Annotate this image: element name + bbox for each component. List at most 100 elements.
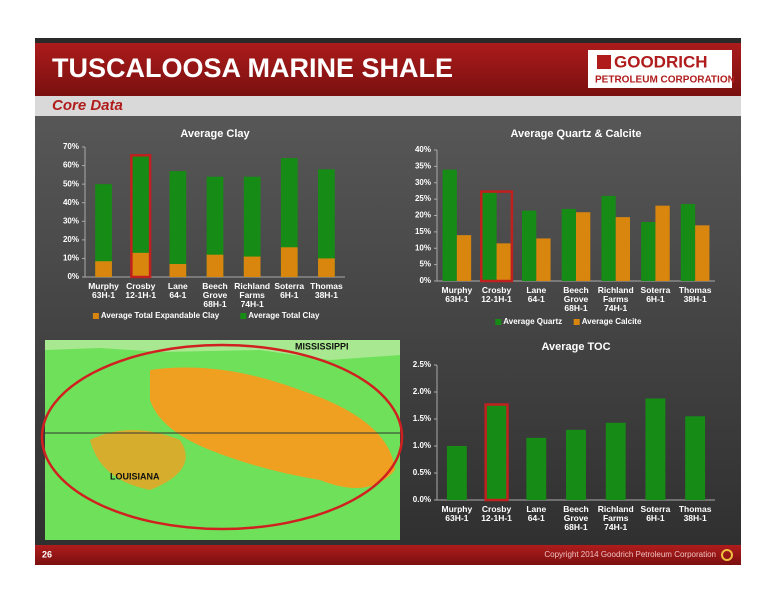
- bar: [526, 437, 547, 500]
- bar: [318, 169, 335, 277]
- y-tick-label: 40%: [63, 198, 79, 207]
- bar: [169, 264, 187, 277]
- x-tick-label: Richland Farms 74H-1: [234, 281, 270, 309]
- footer-logo-icon: [721, 549, 733, 561]
- x-tick-label: Crosby 12-1H-1: [125, 281, 156, 300]
- legend-label: Average Calcite: [582, 317, 642, 326]
- x-tick-label: Crosby 12-1H-1: [481, 285, 512, 304]
- bar: [243, 256, 261, 277]
- legend-swatch: [495, 319, 502, 325]
- y-tick-label: 30%: [63, 216, 79, 225]
- bar: [95, 184, 112, 277]
- y-tick-label: 10%: [415, 243, 431, 252]
- bar: [318, 258, 335, 277]
- chart-title: Average TOC: [541, 341, 610, 353]
- bar: [280, 158, 298, 277]
- y-tick-label: 40%: [415, 145, 431, 154]
- bar: [680, 204, 696, 281]
- bar: [576, 212, 591, 281]
- legend-swatch: [92, 313, 99, 319]
- bar: [446, 446, 467, 500]
- x-tick-label: Soterra 6H-1: [641, 285, 671, 304]
- bar: [482, 192, 497, 281]
- bar: [561, 208, 576, 281]
- legend-label: Average Total Clay: [248, 311, 320, 320]
- page-number: 26: [42, 549, 52, 559]
- map-region: [45, 340, 400, 360]
- map-shale: [90, 430, 186, 490]
- y-tick-label: 0.5%: [413, 468, 431, 477]
- map-label: MISSISSIPPI: [295, 341, 349, 351]
- logo-text: GOODRICH: [614, 52, 708, 71]
- logo-subtext: PETROLEUM CORPORATION: [595, 75, 735, 86]
- bar: [132, 252, 150, 277]
- bar: [280, 247, 298, 277]
- chart-title: Average Clay: [180, 128, 250, 140]
- legend-label: Average Total Expandable Clay: [101, 311, 220, 320]
- x-tick-label: Richland Farms 74H-1: [598, 504, 634, 532]
- bar: [496, 243, 511, 281]
- y-tick-label: 0%: [419, 276, 431, 285]
- y-tick-label: 70%: [63, 142, 79, 151]
- x-tick-label: Lane 64-1: [526, 285, 546, 304]
- y-tick-label: 25%: [415, 194, 431, 203]
- x-tick-label: Beech Grove 68H-1: [563, 504, 589, 532]
- bar: [605, 422, 626, 500]
- slide-subtitle: Core Data: [52, 97, 123, 114]
- y-tick-label: 20%: [63, 235, 79, 244]
- bar: [641, 222, 656, 281]
- bar: [169, 171, 187, 277]
- y-tick-label: 60%: [63, 161, 79, 170]
- bar: [655, 205, 670, 281]
- y-tick-label: 0.0%: [413, 495, 431, 504]
- y-tick-label: 20%: [415, 211, 431, 220]
- bar: [521, 210, 537, 281]
- y-tick-label: 5%: [419, 260, 431, 269]
- y-tick-label: 35%: [415, 161, 431, 170]
- logo-box: [588, 50, 732, 88]
- x-tick-label: Soterra 6H-1: [274, 281, 304, 300]
- header-top-strip: [35, 38, 741, 43]
- highlight-outline: [480, 190, 514, 283]
- x-tick-label: Richland Farms 74H-1: [598, 285, 634, 313]
- bar: [456, 235, 472, 281]
- slide-title: TUSCALOOSA MARINE SHALE: [52, 53, 453, 83]
- legend-label: Average Quartz: [503, 317, 562, 326]
- x-tick-label: Lane 64-1: [526, 504, 546, 523]
- bar: [442, 169, 457, 281]
- y-tick-label: 30%: [415, 178, 431, 187]
- y-tick-label: 15%: [415, 227, 431, 236]
- bar: [685, 416, 706, 500]
- bar: [536, 238, 551, 281]
- footer-band: [35, 545, 741, 565]
- y-tick-label: 50%: [63, 179, 79, 188]
- subtitle-band: [35, 96, 741, 116]
- y-tick-label: 1.0%: [413, 441, 431, 450]
- x-tick-label: Beech Grove 68H-1: [563, 285, 589, 313]
- bar: [695, 225, 710, 281]
- y-tick-label: 1.5%: [413, 414, 431, 423]
- bar: [206, 254, 224, 277]
- bar: [243, 176, 261, 277]
- y-tick-label: 0%: [67, 272, 79, 281]
- legend-swatch: [240, 313, 247, 319]
- x-tick-label: Murphy 63H-1: [442, 285, 473, 304]
- bar: [206, 176, 224, 277]
- x-tick-label: Murphy 63H-1: [442, 504, 473, 523]
- highlight-outline: [130, 154, 152, 279]
- bar: [566, 429, 586, 500]
- x-tick-label: Thomas 38H-1: [679, 285, 712, 304]
- legend-swatch: [573, 319, 580, 325]
- y-tick-label: 10%: [63, 254, 79, 263]
- map-label: LOUISIANA: [110, 471, 160, 481]
- bar: [645, 398, 666, 500]
- x-tick-label: Crosby 12-1H-1: [481, 504, 512, 523]
- highlight-outline: [484, 403, 509, 502]
- copyright: Copyright 2014 Goodrich Petroleum Corpor…: [544, 550, 716, 559]
- bar: [132, 156, 150, 277]
- bar: [601, 195, 616, 281]
- bar: [95, 261, 112, 277]
- map-shale: [150, 367, 395, 488]
- bar: [615, 217, 631, 281]
- logo-icon: [597, 55, 611, 69]
